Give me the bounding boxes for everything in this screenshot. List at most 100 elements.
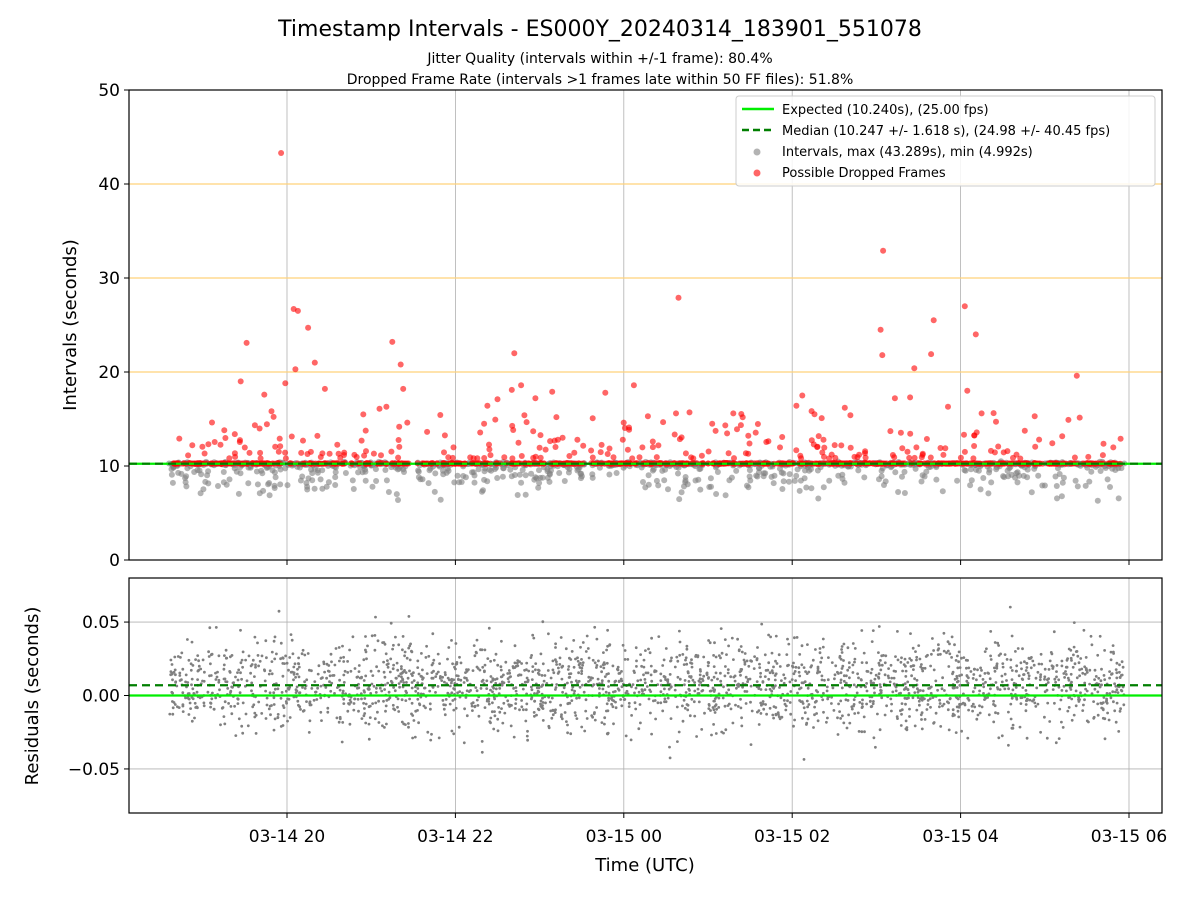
- residual-point: [539, 702, 542, 706]
- residual-point: [504, 660, 508, 664]
- dropped-frame-point: [904, 448, 911, 455]
- interval-point: [803, 484, 810, 491]
- residual-point: [459, 661, 463, 665]
- residual-point: [853, 657, 857, 661]
- residual-point: [353, 697, 357, 701]
- residual-point: [409, 642, 412, 646]
- interval-point: [1104, 476, 1111, 483]
- residual-point: [301, 686, 304, 689]
- interval-point: [426, 467, 433, 474]
- residual-point: [930, 652, 933, 656]
- residual-point: [1112, 650, 1115, 654]
- residual-point: [276, 687, 280, 691]
- interval-point: [204, 472, 211, 479]
- residual-point: [659, 701, 663, 705]
- residual-point: [491, 701, 494, 705]
- residual-point: [742, 658, 746, 662]
- residual-point: [224, 656, 228, 660]
- residual-point: [894, 689, 898, 693]
- residual-point: [506, 699, 510, 703]
- residual-point: [1109, 696, 1113, 700]
- dropped-frame-point: [1059, 433, 1066, 440]
- residual-point: [531, 633, 535, 637]
- residual-point: [1010, 669, 1014, 672]
- interval-point: [697, 486, 704, 493]
- residual-point: [273, 657, 277, 661]
- residual-point: [668, 673, 672, 676]
- residual-point: [958, 683, 962, 687]
- residual-point: [726, 668, 730, 671]
- interval-point: [662, 466, 669, 473]
- residual-point: [458, 655, 461, 659]
- residual-point: [841, 714, 844, 718]
- dropped-frame-point: [942, 445, 949, 452]
- residual-point: [400, 698, 404, 702]
- residual-point: [878, 663, 881, 667]
- residual-point: [273, 687, 277, 691]
- dropped-frame-point: [404, 419, 411, 426]
- residual-point: [953, 643, 956, 647]
- residual-point: [291, 652, 295, 656]
- residual-point: [241, 665, 245, 669]
- residual-point: [436, 670, 440, 674]
- interval-point: [1053, 483, 1060, 489]
- dropped-frame-point: [682, 450, 689, 457]
- residual-point: [195, 690, 199, 694]
- residual-point: [341, 721, 345, 724]
- residual-point: [507, 669, 511, 672]
- residual-point: [207, 650, 211, 654]
- residual-point: [700, 728, 704, 731]
- legend: Expected (10.240s), (25.00 fps) Median (…: [735, 95, 1156, 187]
- residual-point: [480, 750, 484, 754]
- residual-point: [571, 685, 575, 689]
- dropped-frame-point: [275, 448, 282, 455]
- residual-point: [839, 717, 842, 720]
- residual-point: [818, 651, 822, 655]
- residual-point: [627, 701, 631, 705]
- dropped-frame-point: [231, 450, 238, 457]
- residual-point: [601, 663, 605, 667]
- interval-point: [528, 470, 535, 477]
- residual-point: [806, 717, 810, 721]
- residual-point: [209, 705, 213, 709]
- residual-point: [830, 661, 834, 664]
- interval-point: [786, 471, 793, 478]
- residual-point: [391, 647, 394, 651]
- residual-point: [969, 670, 973, 673]
- residual-point: [918, 657, 922, 661]
- residual-point: [737, 685, 740, 688]
- residual-point: [501, 721, 505, 725]
- residual-point: [904, 664, 907, 668]
- dropped-frame-point: [363, 448, 369, 455]
- residual-point: [338, 659, 341, 663]
- residual-point: [267, 672, 271, 676]
- residual-point: [669, 659, 673, 662]
- residual-point: [904, 702, 907, 706]
- residual-point: [1115, 688, 1119, 692]
- residual-point: [456, 691, 459, 695]
- dropped-frame-point: [494, 396, 501, 403]
- residual-point: [289, 633, 293, 636]
- residual-point: [358, 676, 362, 680]
- residual-point: [727, 644, 730, 648]
- residual-point: [545, 682, 549, 685]
- residual-point: [719, 679, 723, 683]
- residual-point: [595, 637, 599, 641]
- residual-point: [343, 669, 347, 673]
- residual-point: [441, 699, 445, 702]
- residual-point: [947, 728, 951, 732]
- residual-point: [938, 702, 942, 705]
- residual-point: [534, 668, 537, 672]
- residual-point: [982, 685, 986, 689]
- residual-point: [837, 702, 840, 706]
- residual-point: [771, 671, 775, 675]
- residual-point: [719, 671, 722, 675]
- residual-point: [846, 668, 850, 672]
- residual-point: [247, 654, 251, 658]
- residual-point: [520, 699, 523, 702]
- dropped-frame-point: [362, 427, 369, 434]
- residual-point: [883, 713, 887, 717]
- residual-point: [301, 648, 305, 652]
- residual-point: [500, 639, 503, 643]
- residual-point: [230, 712, 234, 716]
